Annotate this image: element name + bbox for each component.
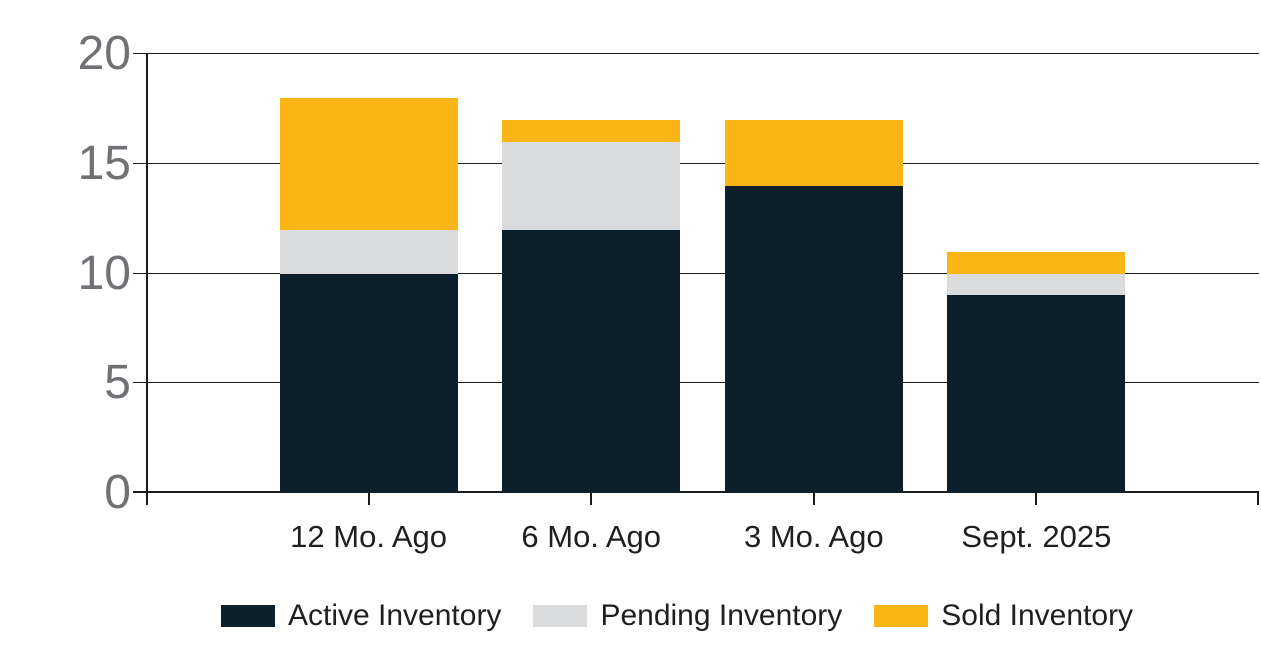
- legend-label-active-inventory: Active Inventory: [288, 599, 502, 632]
- bar-segment: [279, 229, 458, 274]
- x-tick: [812, 493, 815, 505]
- bar-segment: [724, 185, 903, 493]
- x-axis-line: [133, 491, 1259, 493]
- bar-segment: [502, 141, 681, 230]
- legend-label-sold-inventory: Sold Inventory: [941, 599, 1134, 632]
- active-inventory-swatch: [221, 605, 275, 627]
- y-axis-line: [146, 54, 148, 505]
- x-axis-label: Sept. 2025: [961, 519, 1112, 554]
- pending-inventory-swatch: [533, 605, 588, 627]
- x-tick: [1035, 493, 1038, 505]
- bar-segment: [502, 229, 681, 493]
- legend-item-sold-inventory: Sold Inventory: [874, 600, 1133, 632]
- legend: Active Inventory Pending Inventory Sold …: [221, 600, 1133, 632]
- gridline: [133, 382, 1259, 384]
- bar-segment: [279, 97, 458, 230]
- bar-segment: [947, 251, 1126, 274]
- y-tick-label: 15: [77, 136, 131, 190]
- x-axis-labels: 12 Mo. Ago 6 Mo. Ago 3 Mo. Ago Sept. 2025: [146, 520, 1259, 560]
- bar-segment: [502, 119, 681, 142]
- y-tick-label: 20: [77, 27, 131, 80]
- bar-segment: [279, 273, 458, 493]
- y-tick-label: 0: [104, 466, 131, 519]
- gridline: [133, 272, 1259, 274]
- x-axis-label: 3 Mo. Ago: [744, 519, 884, 554]
- legend-item-pending-inventory: Pending Inventory: [533, 600, 842, 632]
- x-tick: [590, 493, 593, 505]
- x-axis-label: 6 Mo. Ago: [521, 519, 661, 554]
- y-tick-label: 5: [104, 356, 131, 410]
- legend-item-active-inventory: Active Inventory: [221, 600, 501, 632]
- bar-segment: [724, 119, 903, 186]
- x-axis-label: 12 Mo. Ago: [290, 519, 448, 554]
- legend-label-pending-inventory: Pending Inventory: [600, 599, 843, 632]
- y-axis-labels: 0 5 10 15 20: [0, 30, 131, 517]
- plot-area: [133, 53, 1259, 505]
- x-tick: [367, 493, 370, 505]
- bar-segment: [947, 273, 1126, 296]
- y-tick-label: 10: [77, 246, 131, 300]
- sold-inventory-swatch: [874, 605, 929, 627]
- gridline: [133, 53, 1259, 54]
- gridline: [133, 162, 1259, 164]
- bar-segment: [947, 295, 1126, 493]
- x-tick-end: [1257, 493, 1259, 505]
